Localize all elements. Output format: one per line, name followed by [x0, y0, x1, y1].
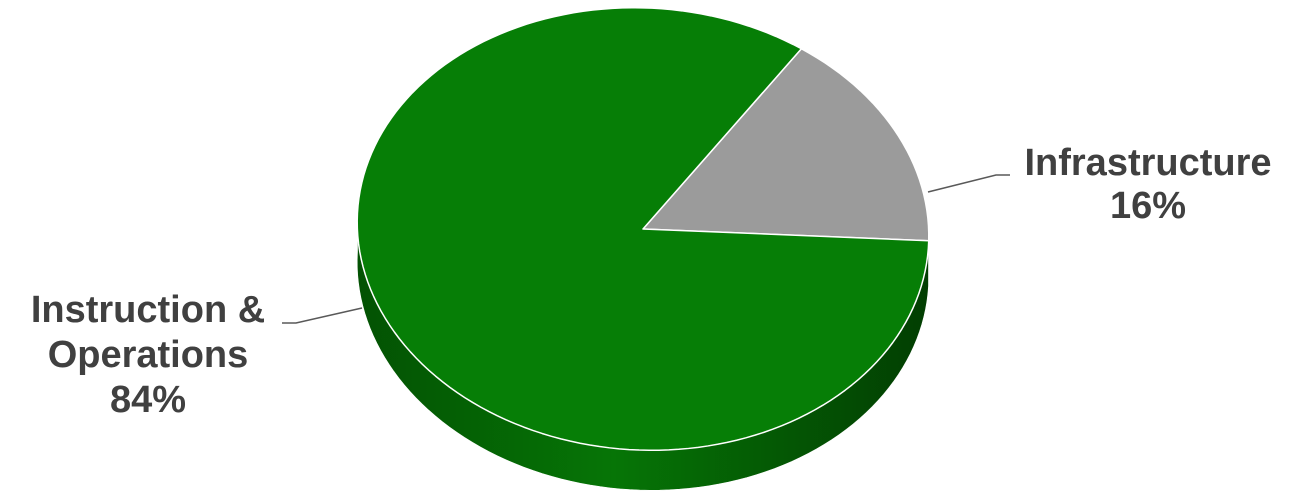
- leader-line-instruction-operations: [282, 307, 363, 324]
- pie-slice-infrastructure: [642, 47, 930, 242]
- pie-tops: [356, 6, 930, 452]
- pie-leaders: [282, 174, 1010, 324]
- leader-line-infrastructure: [927, 174, 1010, 193]
- slice-label-instruction-operations: Instruction &: [31, 289, 265, 331]
- slice-label-infrastructure: Infrastructure: [1024, 142, 1271, 184]
- pie-slice-instruction-operations: [356, 6, 930, 452]
- percent-label-infrastructure: 16%: [1110, 185, 1186, 227]
- percent-label-instruction-operations: 84%: [110, 379, 186, 421]
- slice-label-instruction-operations: Operations: [48, 334, 249, 376]
